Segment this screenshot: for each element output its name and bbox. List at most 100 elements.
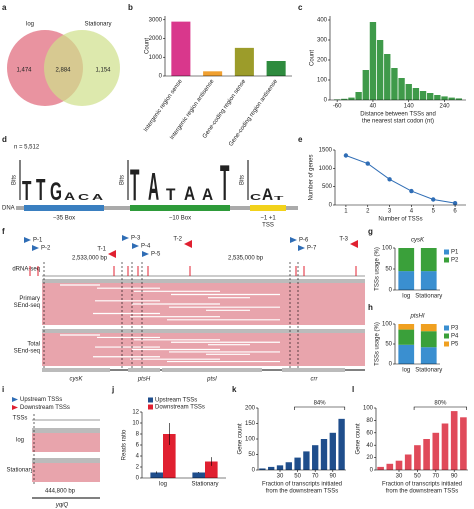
x-tick-label: 70 xyxy=(432,474,439,480)
promoter-arrow xyxy=(298,245,305,251)
venn-set-label: Stationary xyxy=(84,22,111,28)
bar xyxy=(234,47,254,76)
annotation: 80% xyxy=(434,401,447,407)
legend-label: Downstream TSSs xyxy=(155,405,205,411)
y-tick-label: 40 xyxy=(366,443,373,449)
promoter-arrow xyxy=(290,237,297,243)
x-tick-label: 140 xyxy=(404,104,415,110)
bar xyxy=(386,463,394,470)
promoter-label: P-1 xyxy=(33,238,43,244)
bar xyxy=(377,466,384,470)
panel-label: h xyxy=(368,303,373,312)
y-axis-label: Gene count xyxy=(238,423,244,454)
hist-bar xyxy=(348,97,355,100)
legend-swatch xyxy=(444,333,449,339)
y-axis-label: Gene count xyxy=(356,423,362,454)
hist-bar xyxy=(405,84,412,100)
legend-label: P5 xyxy=(451,342,459,348)
promoter-arrow xyxy=(142,251,149,257)
hist-bar xyxy=(362,70,369,100)
x-tick-label: 70 xyxy=(312,474,319,480)
bar xyxy=(414,445,421,470)
x-tick-label: 1 xyxy=(344,209,348,215)
logo-letter: A xyxy=(148,166,159,209)
x-tick-label: 240 xyxy=(440,104,451,110)
y-tick-label: 0 xyxy=(136,476,140,482)
x-tick-label: log xyxy=(159,482,167,488)
panel-label: d xyxy=(2,135,7,144)
row-label: log xyxy=(16,438,24,444)
dna-label: DNA xyxy=(2,206,15,212)
gene xyxy=(128,368,160,372)
x-tick-label: log xyxy=(402,368,410,374)
y-tick-label: 100 xyxy=(382,322,393,328)
y-tick-label: 3000 xyxy=(149,17,163,23)
panel-label: j xyxy=(111,385,114,394)
gene-label: ptsH xyxy=(137,377,151,383)
y-axis-label: Bits xyxy=(240,175,246,185)
y-tick-label: 400 xyxy=(317,18,328,24)
hist-bar xyxy=(341,98,348,100)
annotation: 84% xyxy=(314,401,327,407)
reads-top xyxy=(42,329,365,333)
y-axis-label: Reads ratio xyxy=(122,429,128,460)
promoter-label: P-4 xyxy=(141,244,151,250)
chart-title: ptsHI xyxy=(409,314,424,320)
y-tick-label: 200 xyxy=(317,58,328,64)
logo-letter: A xyxy=(262,185,273,204)
reads-top xyxy=(32,428,100,433)
reads-top xyxy=(42,279,365,283)
terminator-label: T-2 xyxy=(173,237,182,243)
hist-bar xyxy=(376,40,384,100)
y-tick-label: 50 xyxy=(385,267,392,273)
bar xyxy=(276,465,284,470)
terminator-label: T-1 xyxy=(97,247,106,253)
logo-letter: T xyxy=(274,196,283,202)
bracket xyxy=(413,406,468,410)
y-tick-label: 20 xyxy=(366,455,373,461)
logo-letter: T xyxy=(22,175,32,206)
bar xyxy=(460,417,467,470)
logo-letter: A xyxy=(64,190,75,202)
x-tick-label: 40 xyxy=(370,104,377,110)
terminator-arrow xyxy=(350,240,358,248)
box-label: −1 +1 xyxy=(260,216,276,222)
y-tick-label: 100 xyxy=(317,78,328,84)
y-tick-label: 1000 xyxy=(319,166,333,172)
reads xyxy=(42,279,365,325)
legend-arrow xyxy=(12,405,18,410)
gene-label: yqiQ xyxy=(55,503,69,509)
y-tick-label: 500 xyxy=(322,184,333,190)
x-tick-label: 5 xyxy=(432,209,436,215)
y-tick-label: 4 xyxy=(136,454,140,460)
coordinate: 444,800 bp xyxy=(45,489,76,495)
x-tick-label: Stationary xyxy=(415,294,442,300)
bar xyxy=(450,411,458,470)
gene xyxy=(42,368,110,372)
promoter-label: P-7 xyxy=(307,246,317,252)
bar-segment xyxy=(398,329,415,345)
x-axis-label: from the downstream TSSs xyxy=(266,489,339,495)
y-tick-label: 50 xyxy=(248,452,255,458)
y-axis-label: Bits xyxy=(120,175,126,185)
promoter-arrow xyxy=(122,235,129,241)
legend-label: P1 xyxy=(451,250,459,256)
legend-swatch xyxy=(444,341,449,347)
x-tick-label: 3 xyxy=(388,209,392,215)
point xyxy=(343,153,349,158)
legend-swatch xyxy=(444,325,449,331)
x-tick-label: 30 xyxy=(277,474,284,480)
x-axis-label: Fraction of transcripts initiated xyxy=(382,482,462,488)
terminator-arrow xyxy=(108,250,116,258)
logo-letter: T xyxy=(130,161,140,210)
venn-count: 1,154 xyxy=(95,68,111,74)
promoter-arrow xyxy=(132,243,139,249)
x-tick-label: 6 xyxy=(453,209,457,215)
y-tick-label: 150 xyxy=(245,421,256,427)
hist-bar xyxy=(434,95,441,100)
bar-segment xyxy=(420,347,437,364)
y-tick-label: 8 xyxy=(136,432,140,438)
x-tick-label: 90 xyxy=(329,474,336,480)
y-tick-label: 0 xyxy=(389,288,393,294)
bar xyxy=(432,432,440,470)
